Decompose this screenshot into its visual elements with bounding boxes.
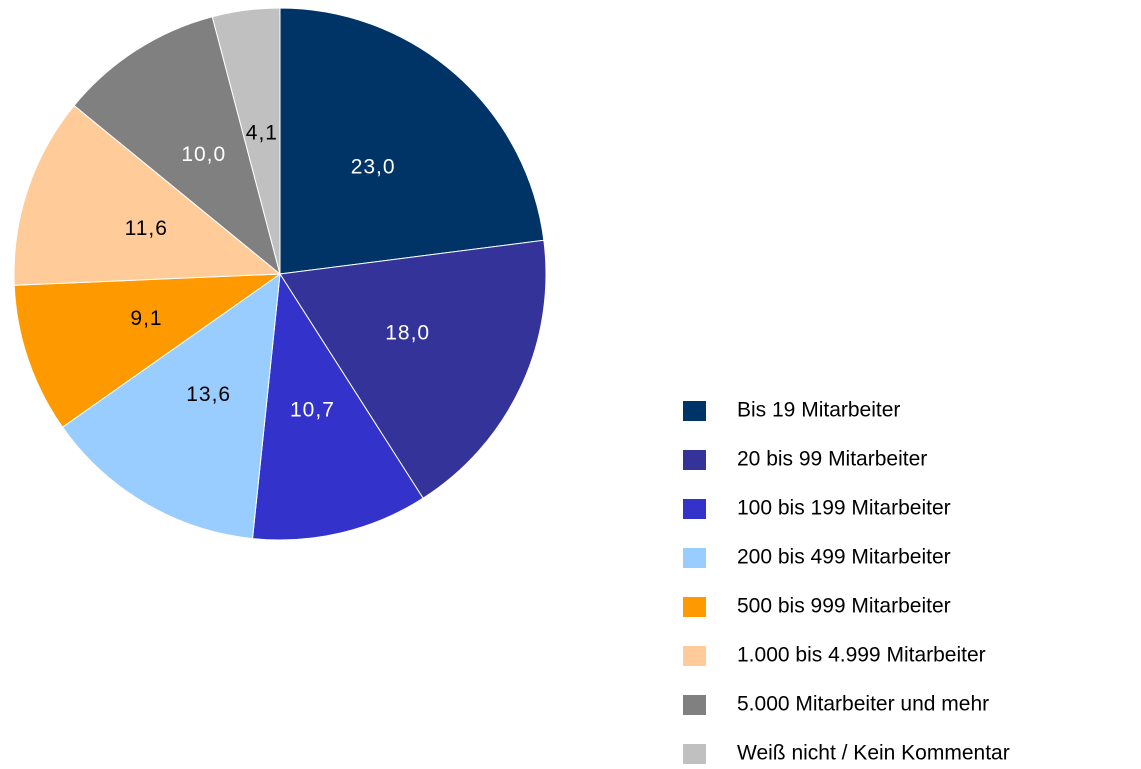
data-label: 4,1 (246, 122, 278, 145)
data-label: 10,7 (290, 399, 335, 422)
legend-swatch (683, 548, 706, 568)
pie-slice (279, 7, 545, 275)
pie-slice (73, 16, 281, 276)
data-label: 23,0 (351, 156, 396, 179)
pie-slice (211, 7, 281, 275)
legend-swatch (683, 450, 706, 470)
legend-label: Bis 19 Mitarbeiter (737, 399, 900, 422)
pie-slice (279, 239, 547, 499)
data-label: 18,0 (385, 321, 430, 344)
legend-label: 20 bis 99 Mitarbeiter (737, 448, 927, 471)
pie-slice (61, 272, 281, 540)
legend-label: 1.000 bis 4.999 Mitarbeiter (737, 644, 986, 667)
pie-slice (13, 104, 282, 286)
legend-label: 100 bis 199 Mitarbeiter (737, 497, 951, 520)
legend-label: Weiß nicht / Kein Kommentar (737, 742, 1010, 765)
legend-label: 500 bis 999 Mitarbeiter (737, 595, 951, 618)
data-label: 10,0 (181, 143, 226, 166)
legend-swatch (683, 401, 706, 421)
legend-swatch (683, 499, 706, 519)
pie-slice (251, 272, 424, 541)
legend-label: 5.000 Mitarbeiter und mehr (737, 693, 989, 716)
legend-swatch (683, 597, 706, 617)
legend-swatch (683, 744, 706, 764)
legend-swatch (683, 695, 706, 715)
legend-swatch (683, 646, 706, 666)
data-label: 9,1 (130, 307, 162, 330)
legend-label: 200 bis 499 Mitarbeiter (737, 546, 951, 569)
data-label: 11,6 (125, 217, 168, 240)
data-label: 13,6 (186, 383, 231, 406)
pie-slice (13, 273, 282, 428)
